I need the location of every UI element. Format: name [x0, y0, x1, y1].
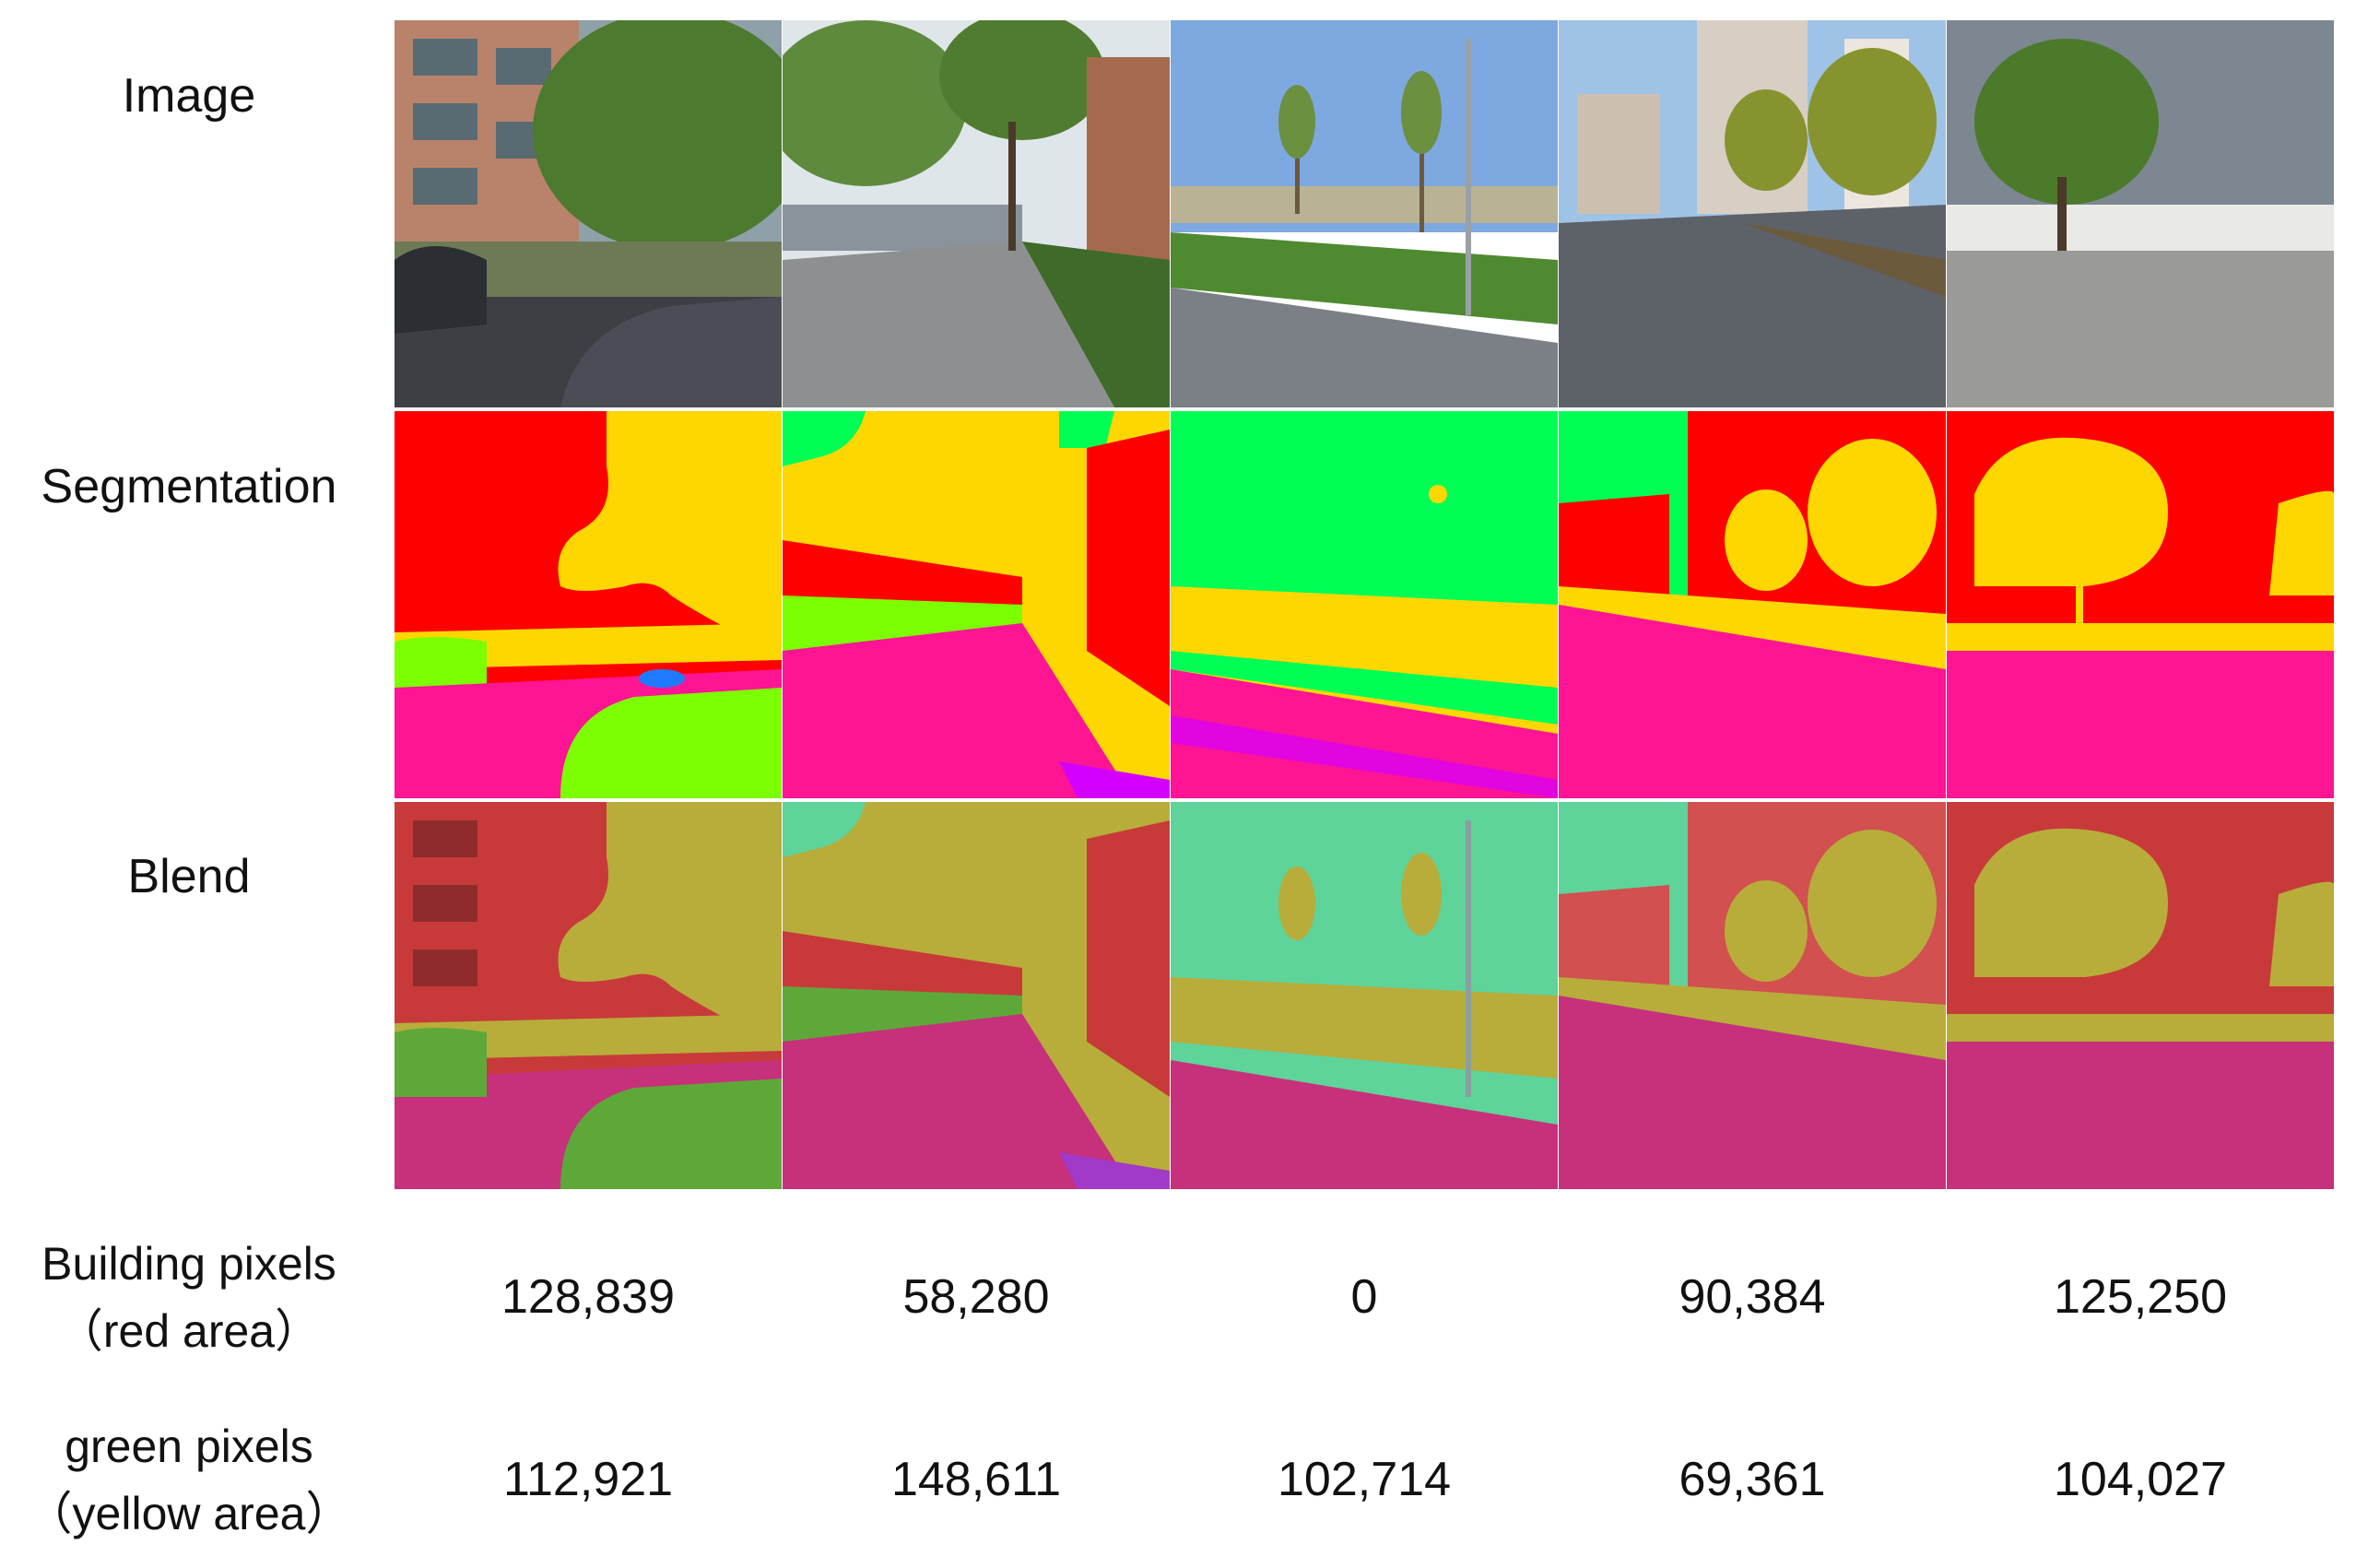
green-pixels-value-3: 102,714	[1278, 1453, 1451, 1506]
segmentation-mask-1	[395, 411, 782, 798]
green-pixels-value-1: 112,921	[502, 1453, 674, 1506]
segmentation-mask-4	[1559, 411, 1946, 798]
building-pixels-value-1: 128,839	[501, 1270, 675, 1324]
building-pixels-row: 128,839 58,280 0 90,384 125,250	[395, 1269, 2336, 1334]
segmentation-row	[395, 411, 2336, 798]
segmentation-mask-3	[1171, 411, 1558, 798]
street-photo-5	[1947, 20, 2334, 407]
street-photo-1	[395, 20, 782, 407]
green-pixels-row: 112,921 148,611 102,714 69,361 104,027	[395, 1452, 2336, 1516]
blend-image-5	[1947, 802, 2334, 1189]
photo-row	[395, 20, 2336, 407]
blend-image-2	[783, 802, 1170, 1189]
building-pixels-value-2: 58,280	[902, 1270, 1050, 1324]
green-pixels-value-4: 69,361	[1679, 1453, 1826, 1506]
green-pixels-value-5: 104,027	[2054, 1453, 2227, 1506]
street-photo-4	[1559, 20, 1946, 407]
row-label-building-line1: Building pixels	[41, 1238, 336, 1290]
row-label-segmentation: Segmentation	[41, 460, 337, 513]
green-pixels-value-2: 148,611	[890, 1453, 1062, 1506]
blend-row	[395, 802, 2336, 1189]
blend-image-3	[1171, 802, 1558, 1189]
row-label-green-pixels: green pixels （yellow area）	[0, 1413, 378, 1547]
segmentation-mask-2	[783, 411, 1170, 798]
street-photo-3	[1171, 20, 1558, 407]
row-label-green-line2: （yellow area）	[26, 1487, 352, 1539]
row-label-building-line2: （red area）	[56, 1304, 322, 1357]
street-photo-2	[783, 20, 1170, 407]
blend-image-1	[395, 802, 782, 1189]
row-label-building-pixels: Building pixels （red area）	[0, 1231, 378, 1364]
image-grid	[395, 20, 2336, 1191]
row-label-green-line1: green pixels	[65, 1421, 313, 1472]
row-label-image: Image	[122, 69, 256, 123]
building-pixels-value-3: 0	[1350, 1270, 1378, 1324]
segmentation-mask-5	[1947, 411, 2334, 798]
blend-image-4	[1559, 802, 1946, 1189]
building-pixels-value-4: 90,384	[1679, 1270, 1826, 1324]
building-pixels-value-5: 125,250	[2054, 1270, 2227, 1324]
row-label-blend: Blend	[127, 850, 251, 903]
